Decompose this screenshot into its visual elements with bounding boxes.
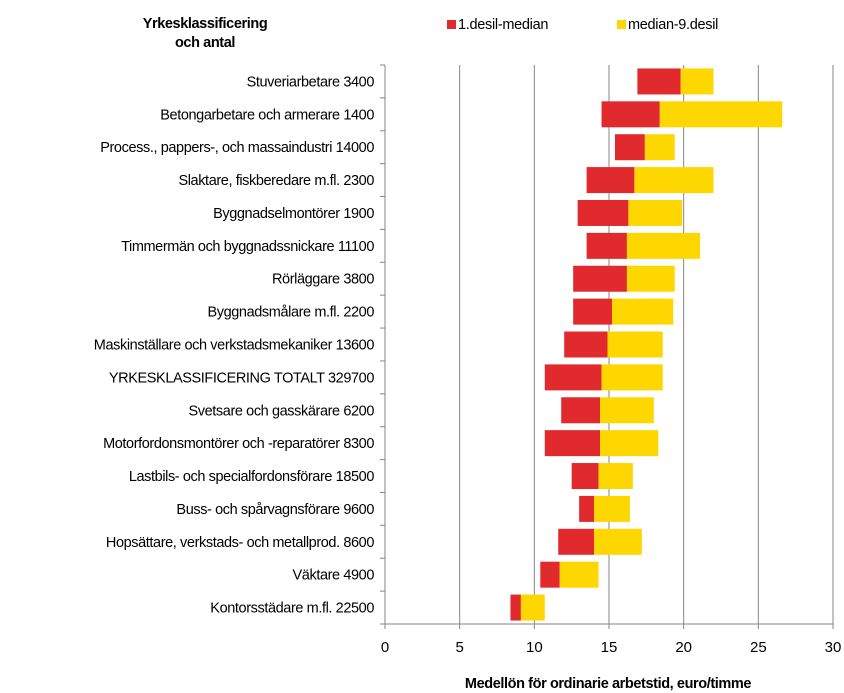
legend-swatch-2 — [617, 20, 626, 29]
category-label: Process., pappers-, och massaindustri 14… — [100, 140, 374, 156]
legend-swatch-1 — [447, 20, 456, 29]
category-label: Timmermän och byggnadssnickare 11100 — [121, 239, 374, 255]
bar-desil1-median-10 — [561, 397, 601, 424]
labels: Yrkesklassificering och antal Medellön f… — [94, 16, 842, 692]
bar-median-desil9-4 — [628, 199, 683, 226]
bar-desil1-median-1 — [601, 101, 660, 128]
bar-desil1-median-3 — [586, 167, 635, 194]
axes — [380, 64, 834, 629]
bar-median-desil9-5 — [626, 232, 701, 259]
legend-label-2: median-9.desil — [628, 17, 718, 33]
bar-desil1-median-0 — [637, 68, 681, 95]
bar-median-desil9-2 — [644, 134, 675, 161]
x-tick-label: 15 — [601, 639, 618, 656]
header-label-line-2: och antal — [175, 35, 235, 51]
x-tick-label: 10 — [526, 639, 543, 656]
bar-desil1-median-12 — [571, 463, 599, 490]
bar-median-desil9-15 — [559, 561, 599, 588]
bars — [510, 68, 783, 621]
x-tick-label: 0 — [381, 639, 389, 656]
bar-median-desil9-1 — [659, 101, 783, 128]
bar-median-desil9-8 — [607, 331, 663, 358]
category-label: Betongarbetare och armerare 1400 — [160, 107, 374, 123]
x-axis-title: Medellön för ordinarie arbetstid, euro/t… — [465, 676, 751, 692]
bar-desil1-median-6 — [573, 265, 627, 292]
bar-desil1-median-9 — [544, 364, 602, 391]
bar-median-desil9-10 — [600, 397, 654, 424]
bar-desil1-median-4 — [577, 199, 629, 226]
bar-median-desil9-9 — [601, 364, 663, 391]
x-tick-label: 20 — [675, 639, 692, 656]
bar-median-desil9-6 — [626, 265, 675, 292]
bar-median-desil9-3 — [634, 167, 714, 194]
bar-desil1-median-11 — [544, 430, 601, 457]
category-label: Maskinställare och verkstadsmekaniker 13… — [94, 338, 375, 354]
x-tick-label: 25 — [750, 639, 767, 656]
category-label: Stuveriarbetare 3400 — [247, 74, 375, 90]
category-label: Lastbils- och specialfordonsförare 18500 — [129, 469, 374, 485]
bar-desil1-median-16 — [510, 594, 521, 621]
bar-median-desil9-16 — [520, 594, 545, 621]
bar-median-desil9-0 — [680, 68, 714, 95]
category-label: Hopsättare, verkstads- och metallprod. 8… — [106, 535, 374, 551]
bar-desil1-median-14 — [558, 528, 595, 555]
category-label: Byggnadselmontörer 1900 — [213, 206, 374, 222]
legend: 1.desil-median median-9.desil — [447, 17, 718, 33]
x-tick-label: 5 — [455, 639, 463, 656]
category-label: Byggnadsmålare m.fl. 2200 — [207, 305, 374, 321]
bar-desil1-median-15 — [540, 561, 560, 588]
bar-desil1-median-8 — [564, 331, 608, 358]
category-label: Motorfordonsmontörer och -reparatörer 83… — [103, 436, 374, 452]
bar-desil1-median-13 — [579, 495, 595, 522]
bar-median-desil9-12 — [598, 463, 633, 490]
header-label-line-1: Yrkesklassificering — [143, 16, 268, 32]
bar-median-desil9-13 — [594, 495, 630, 522]
category-label: Slaktare, fiskberedare m.fl. 2300 — [178, 173, 374, 189]
bar-median-desil9-14 — [594, 528, 642, 555]
x-tick-label: 30 — [825, 639, 842, 656]
bar-desil1-median-7 — [573, 298, 612, 325]
category-label: YRKESKLASSIFICERING TOTALT 329700 — [109, 370, 374, 386]
category-label: Buss- och spårvagnsförare 9600 — [176, 502, 374, 518]
category-label: Svetsare och gasskärare 6200 — [189, 403, 375, 419]
category-label: Rörläggare 3800 — [272, 272, 374, 288]
bar-desil1-median-5 — [586, 232, 627, 259]
category-label: Väktare 4900 — [293, 568, 375, 584]
bar-median-desil9-7 — [611, 298, 674, 325]
bar-desil1-median-2 — [614, 134, 645, 161]
category-label: Kontorsstädare m.fl. 22500 — [210, 601, 374, 617]
legend-label-1: 1.desil-median — [458, 17, 548, 33]
bar-median-desil9-11 — [600, 430, 659, 457]
